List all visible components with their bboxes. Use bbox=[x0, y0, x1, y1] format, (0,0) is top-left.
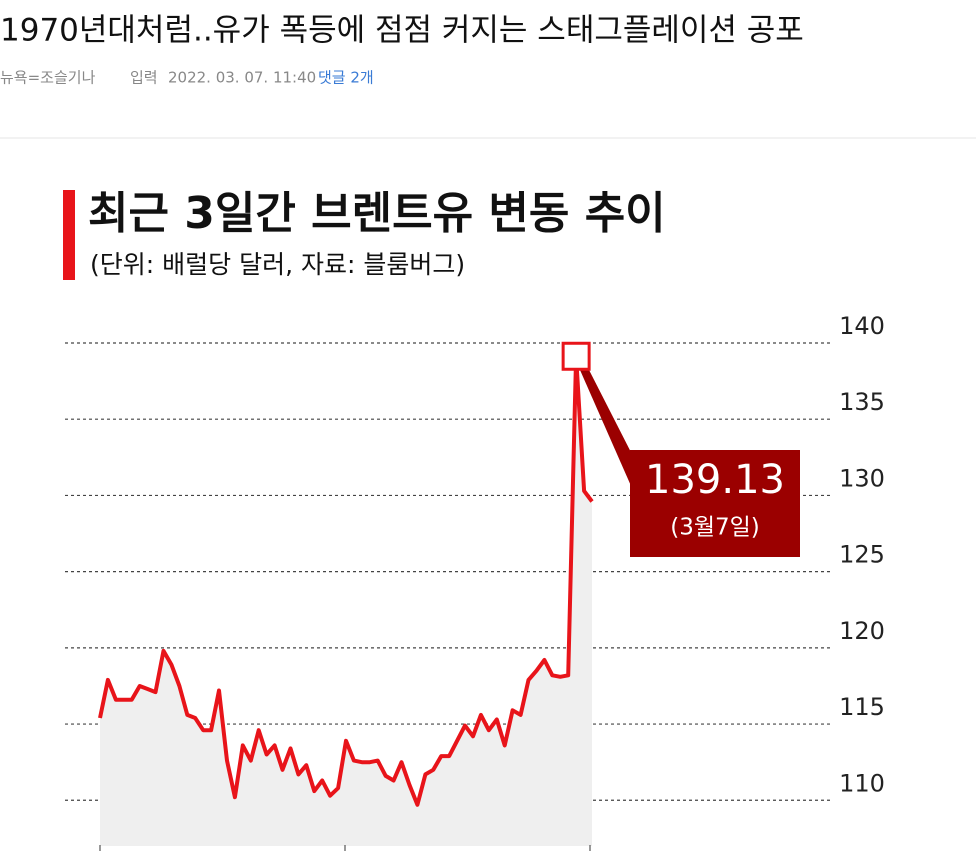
date-label: 입력 bbox=[130, 69, 158, 87]
annotation-box bbox=[630, 450, 800, 557]
area bbox=[100, 356, 592, 846]
y-tick-label: 115 bbox=[839, 693, 885, 721]
y-tick-label: 120 bbox=[839, 617, 885, 645]
y-tick-label: 125 bbox=[839, 541, 885, 569]
data-label: 139.13 bbox=[645, 457, 785, 503]
peak-marker bbox=[561, 341, 591, 371]
connector bbox=[580, 364, 640, 495]
chart-title: 최근 3일간 브렌트유 변동 추이 bbox=[88, 188, 666, 239]
title-bar bbox=[63, 190, 75, 280]
line bbox=[98, 354, 594, 807]
author: 뉴욕=조슬기나 bbox=[0, 69, 96, 87]
plot: 110 115 120 125 130 135 140 139.13 (3월7일) bbox=[65, 312, 885, 846]
comments[interactable]: 댓글 2개 bbox=[318, 69, 374, 87]
y-tick-label: 130 bbox=[839, 464, 885, 492]
chart-subtitle: (단위: 배럴당 달러, 자료: 블룸버그) bbox=[90, 250, 465, 279]
y-tick-label: 135 bbox=[839, 388, 885, 416]
date: 2022. 03. 07. 11:40 bbox=[168, 69, 316, 87]
y-tick-label: 140 bbox=[839, 312, 885, 340]
annotation: (3월7일) bbox=[670, 515, 760, 541]
y-tick-label: 110 bbox=[839, 769, 885, 797]
article-title: 1970년대처럼..유가 폭등에 점점 커지는 스태그플레이션 공포 bbox=[0, 13, 804, 49]
